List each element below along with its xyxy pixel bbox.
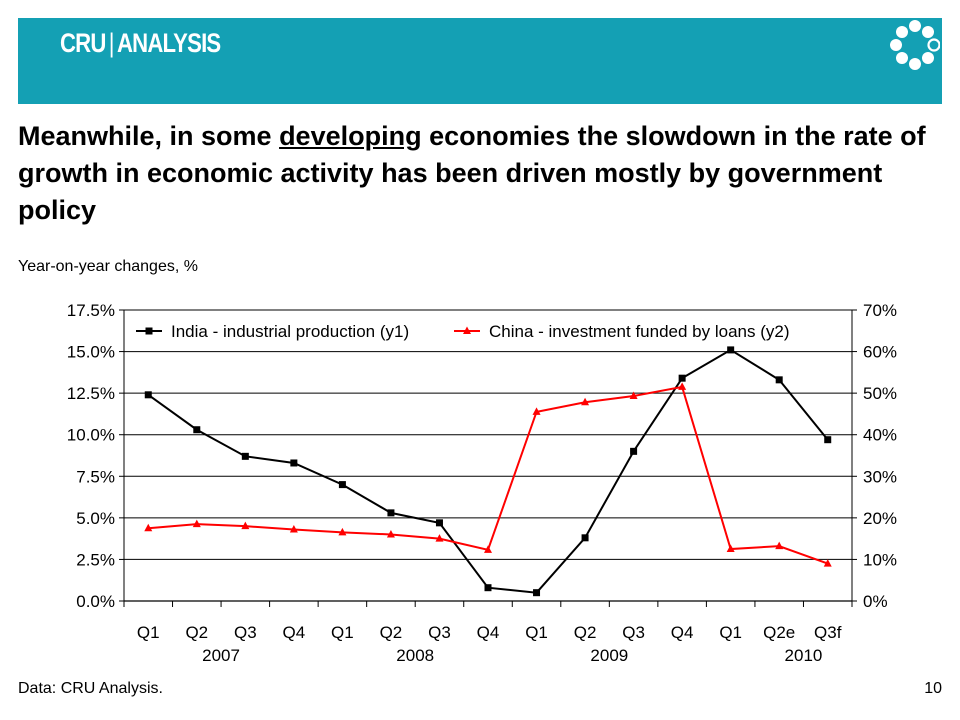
y1-tick-label: 10.0% <box>67 426 115 445</box>
header-banner <box>18 18 942 104</box>
legend-entry: China - investment funded by loans (y2) <box>489 322 790 341</box>
y1-tick-label: 2.5% <box>76 550 115 569</box>
series-1-point <box>193 426 201 434</box>
y2-tick-label: 0% <box>863 592 888 611</box>
x-tick-label: Q1 <box>137 623 160 642</box>
page-number: 10 <box>924 680 942 697</box>
series-2-point <box>386 529 395 538</box>
y2-tick-label: 50% <box>863 384 897 403</box>
series-2-point <box>289 524 298 533</box>
year-label: 2007 <box>202 646 240 665</box>
x-tick-label: Q3 <box>622 623 645 642</box>
y2-tick-label: 10% <box>863 550 897 569</box>
series-2-point <box>435 534 444 542</box>
legend-marker <box>463 326 471 334</box>
series-2-point <box>338 527 347 536</box>
series-1-point <box>630 447 638 455</box>
y2-tick-label: 70% <box>863 301 897 320</box>
series-2-point <box>629 391 638 400</box>
title-part-2: economies the slowdown in the rate of gr… <box>18 121 926 225</box>
brand-right: ANALYSIS <box>117 28 221 58</box>
x-tick-label: Q4 <box>671 623 694 642</box>
series-1-point <box>241 452 249 460</box>
legend-entry: India - industrial production (y1) <box>171 322 409 341</box>
brand-left: CRU <box>60 28 106 58</box>
series-2-point <box>823 559 832 567</box>
series-1-point <box>533 589 541 597</box>
year-label: 2009 <box>590 646 628 665</box>
y1-tick-label: 5.0% <box>76 509 115 528</box>
y2-tick-label: 20% <box>863 509 897 528</box>
y1-tick-label: 15.0% <box>67 343 115 362</box>
series-1-point <box>338 481 346 489</box>
series-2-point <box>775 541 784 550</box>
x-tick-label: Q2 <box>380 623 403 642</box>
series-1-point <box>435 519 443 527</box>
y1-tick-label: 12.5% <box>67 384 115 403</box>
ring-of-dots-logo-icon <box>890 20 940 70</box>
series-2-point <box>678 382 687 390</box>
x-tick-label: Q4 <box>283 623 306 642</box>
y1-tick-label: 17.5% <box>67 301 115 320</box>
series-1-point <box>484 584 492 592</box>
series-2-point <box>192 519 201 528</box>
series-1-point <box>678 374 686 382</box>
title-underlined-word: developing <box>279 121 422 151</box>
series-1-point <box>581 534 589 542</box>
series-1-point <box>290 459 298 467</box>
series-2-point <box>241 521 250 530</box>
chart-subtitle: Year-on-year changes, % <box>18 258 198 275</box>
series-2-point <box>726 544 735 553</box>
y2-tick-label: 40% <box>863 426 897 445</box>
x-tick-label: Q3 <box>428 623 451 642</box>
brand-separator: | <box>108 28 115 58</box>
source-note: Data: CRU Analysis. <box>18 680 163 697</box>
series-1-point <box>387 509 395 517</box>
series-2-point <box>581 397 590 406</box>
x-tick-label: Q1 <box>331 623 354 642</box>
x-tick-label: Q1 <box>719 623 742 642</box>
x-tick-label: Q4 <box>477 623 500 642</box>
x-tick-label: Q2e <box>763 623 795 642</box>
y2-tick-label: 30% <box>863 467 897 486</box>
year-label: 2008 <box>396 646 434 665</box>
x-tick-label: Q3f <box>814 623 842 642</box>
y2-tick-label: 60% <box>863 343 897 362</box>
series-2-point <box>144 523 153 532</box>
legend-marker <box>145 327 153 335</box>
series-2-point <box>484 545 492 553</box>
series-line-1 <box>147 348 829 594</box>
title-part-1: Meanwhile, in some <box>18 121 280 151</box>
x-tick-label: Q3 <box>234 623 257 642</box>
x-tick-label: Q1 <box>525 623 548 642</box>
brand-wordmark: CRU | ANALYSIS <box>60 28 221 59</box>
series-1-point <box>727 346 735 354</box>
series-1-point <box>144 391 152 399</box>
series-2-point <box>532 407 541 415</box>
series-1-point <box>775 376 783 384</box>
year-label: 2010 <box>785 646 823 665</box>
series-1-point <box>824 436 832 444</box>
y1-tick-label: 7.5% <box>76 467 115 486</box>
page-title: Meanwhile, in some developing economies … <box>18 118 948 229</box>
x-tick-label: Q2 <box>574 623 597 642</box>
x-tick-label: Q2 <box>185 623 208 642</box>
y1-tick-label: 0.0% <box>76 592 115 611</box>
series-line-2 <box>148 385 829 565</box>
